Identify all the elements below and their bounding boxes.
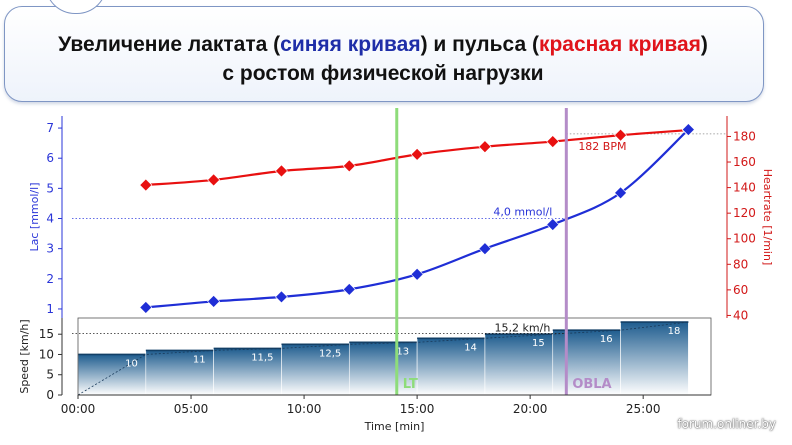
speed-step-bar <box>620 321 689 396</box>
time-tick-label: 15:00 <box>400 402 435 416</box>
speed-step-label: 11,5 <box>251 352 273 363</box>
speed-step-bar <box>145 350 214 396</box>
heartrate-tick-label: 100 <box>733 232 756 246</box>
speed-step-bar <box>281 344 350 396</box>
speed-step-label: 11 <box>193 354 206 365</box>
heartrate-threshold-label: 182 BPM <box>578 140 626 153</box>
title-part1: Увеличение лактата ( <box>58 33 281 56</box>
title-red-curve: красная кривая <box>538 33 701 56</box>
speed-step-bar <box>348 342 418 396</box>
lactate-point <box>342 282 356 296</box>
lactate-axis-label: Lac [mmol/l] <box>28 183 41 252</box>
heartrate-point <box>342 159 356 173</box>
speed-step-bar <box>484 333 554 396</box>
marker-label-lt: LT <box>403 377 418 392</box>
lactate-point <box>139 301 153 314</box>
title-blue-curve: синяя кривая <box>280 33 421 56</box>
heartrate-point <box>478 140 492 154</box>
heartrate-point <box>207 173 221 187</box>
speed-step-label: 10 <box>125 358 138 369</box>
heartrate-tick-label: 120 <box>733 206 756 220</box>
heartrate-tick-label: 140 <box>733 181 756 195</box>
watermark: forum.onliner.by <box>677 417 776 431</box>
decorative-arc <box>45 0 107 14</box>
heartrate-tick-label: 60 <box>733 283 748 297</box>
speed-tick-label: 5 <box>46 368 54 382</box>
time-tick-label: 10:00 <box>287 402 322 416</box>
lactate-tick-label: 7 <box>46 121 54 135</box>
time-axis-label: Time [min] <box>364 420 425 433</box>
speed-step-label: 18 <box>668 326 681 337</box>
speed-trend-line <box>77 321 689 396</box>
title-line2: с ростом физической нагрузки <box>222 62 544 85</box>
lactate-point <box>207 294 221 308</box>
speed-panel: 10 11 11,5 12,5 13 14 15 16 18 15,2 km/h <box>72 317 712 396</box>
title-part2: ) и пульса ( <box>420 33 539 56</box>
speed-step-bar <box>552 329 621 396</box>
lactate-point <box>614 186 627 200</box>
heartrate-point <box>410 147 424 161</box>
lactate-tick-label: 1 <box>46 302 54 316</box>
speed-step-label: 16 <box>600 334 613 345</box>
heartrate-tick-label: 180 <box>733 129 756 143</box>
speed-axis-label: Speed [km/h] <box>18 319 31 393</box>
heartrate-point <box>614 128 627 142</box>
speed-tick-label: 15 <box>39 327 54 341</box>
heartrate-tick-label: 40 <box>733 308 748 322</box>
speed-tick-label: 0 <box>46 388 54 402</box>
heartrate-point <box>275 164 288 178</box>
lactate-point <box>546 218 560 231</box>
lactate-threshold-label: 4,0 mmol/l <box>493 206 552 219</box>
lactate-tick-label: 2 <box>46 272 54 286</box>
speed-tick-label: 10 <box>39 347 54 361</box>
speed-step-label: 13 <box>396 346 409 357</box>
main-panel: 4,0 mmol/l 182 BPM LT OBLA <box>72 108 727 395</box>
speed-step-label: 15 <box>532 338 545 349</box>
page-title: Увеличение лактата (синяя кривая) и пуль… <box>4 30 762 88</box>
speed-step-label: 12,5 <box>319 348 341 359</box>
lactate-point <box>410 267 424 281</box>
time-tick-label: 00:00 <box>61 402 96 416</box>
heartrate-axis-label: Heartrate [1/min] <box>761 169 774 266</box>
heartrate-point <box>139 178 153 192</box>
heartrate-tick-label: 80 <box>733 257 748 271</box>
heartrate-tick-label: 160 <box>733 155 756 169</box>
lactate-tick-label: 5 <box>46 181 54 195</box>
title-box <box>4 0 764 102</box>
time-tick-label: 25:00 <box>626 402 661 416</box>
marker-label-obla: OBLA <box>572 377 611 392</box>
time-tick-label: 05:00 <box>174 402 209 416</box>
lactate-point <box>478 242 492 256</box>
lactate-tick-label: 3 <box>46 242 54 256</box>
lactate-tick-label: 6 <box>46 151 54 165</box>
lactate-point <box>275 290 288 304</box>
lactate-point <box>681 123 695 136</box>
speed-threshold-label: 15,2 km/h <box>495 321 551 334</box>
heartrate-point <box>546 135 560 148</box>
speed-step-label: 14 <box>464 342 477 353</box>
time-tick-label: 20:00 <box>513 402 548 416</box>
title-part3: ) <box>700 33 708 56</box>
lactate-tick-label: 4 <box>46 212 54 226</box>
